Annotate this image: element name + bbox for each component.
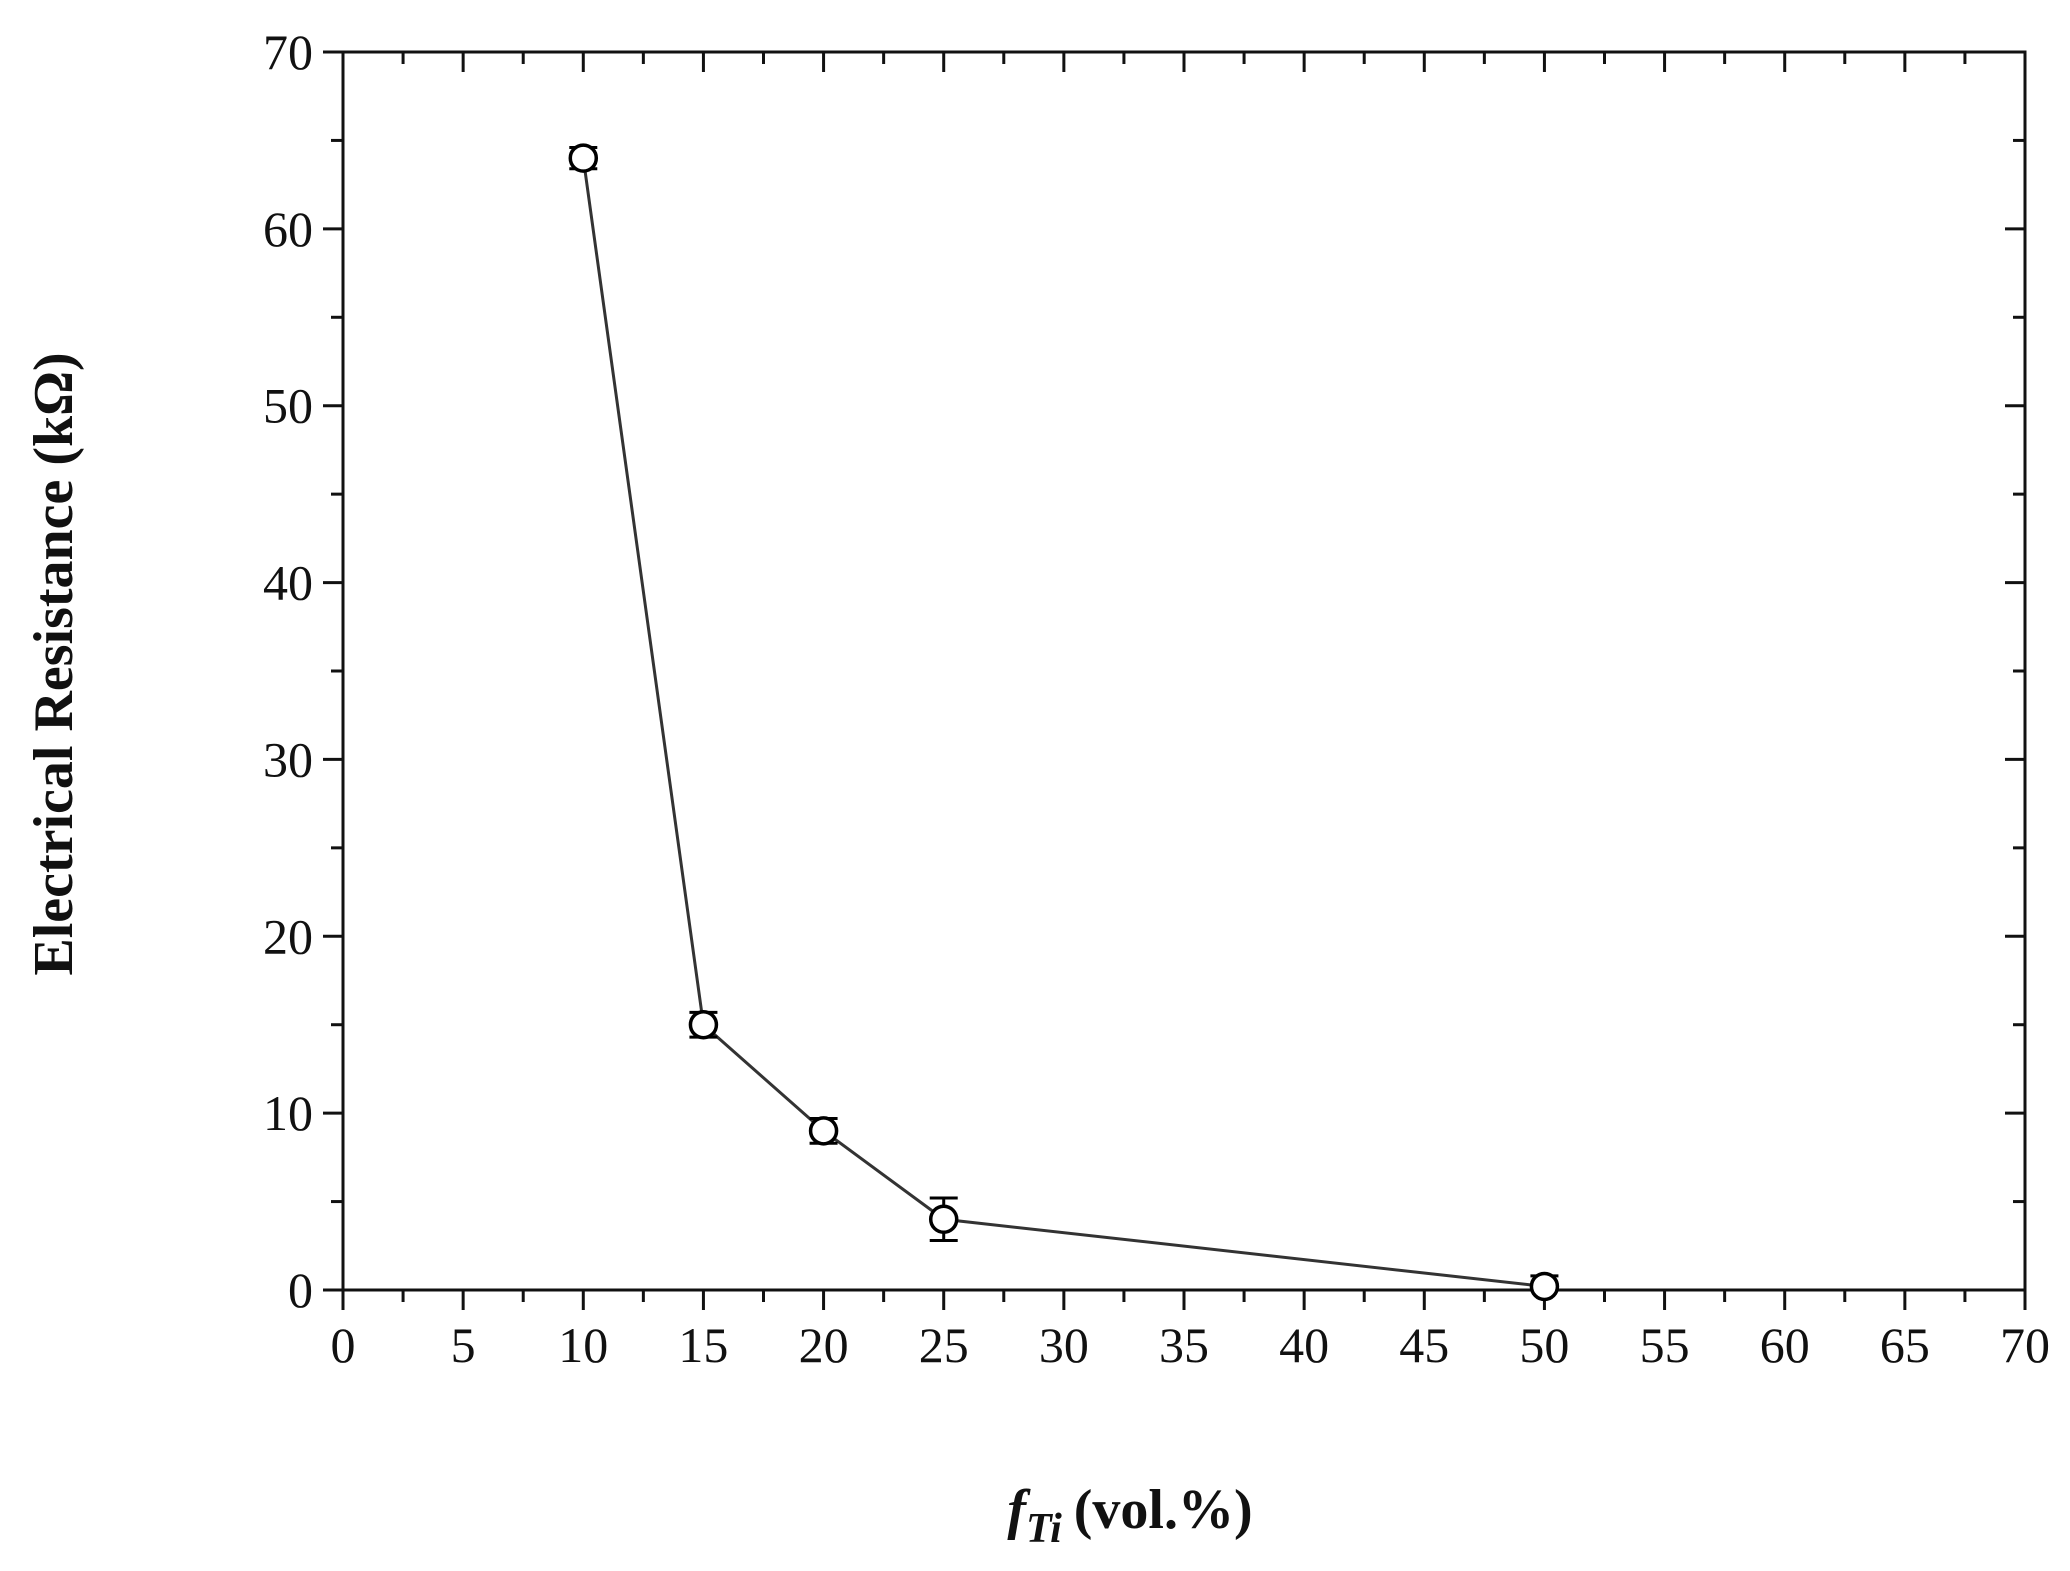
- data-point: [928, 1204, 959, 1235]
- x-tick-label: 25: [919, 1317, 969, 1373]
- y-tick-label: 30: [263, 731, 313, 787]
- y-axis-tick-labels: 0 10 20 30 40 50 60 70: [263, 24, 313, 1318]
- x-tick-label: 20: [799, 1317, 849, 1373]
- x-tick-label: 70: [2000, 1317, 2050, 1373]
- x-tick-label: 10: [558, 1317, 608, 1373]
- x-tick-label: 35: [1159, 1317, 1209, 1373]
- x-tick-label: 50: [1519, 1317, 1569, 1373]
- y-tick-label: 20: [263, 908, 313, 964]
- x-tick-label: 60: [1760, 1317, 1810, 1373]
- data-series: [568, 143, 1560, 1302]
- data-point: [808, 1116, 839, 1146]
- data-point: [568, 143, 599, 173]
- x-axis-title: fTi (vol.%): [1007, 1479, 1252, 1552]
- series-line: [581, 157, 1545, 1288]
- y-tick-label: 10: [263, 1085, 313, 1141]
- y-tick-label: 50: [263, 378, 313, 434]
- x-tick-label: 55: [1640, 1317, 1690, 1373]
- x-axis-ticks: [341, 52, 2027, 1310]
- y-tick-label: 0: [288, 1262, 313, 1318]
- y-tick-label: 60: [263, 201, 313, 257]
- data-point: [1529, 1271, 1560, 1302]
- y-tick-label: 70: [263, 24, 313, 80]
- x-tick-label: 30: [1039, 1317, 1089, 1373]
- y-tick-label: 40: [263, 555, 313, 611]
- x-tick-label: 40: [1279, 1317, 1329, 1373]
- x-axis-subscript: Ti: [1026, 1506, 1062, 1552]
- x-tick-label: 5: [451, 1317, 476, 1373]
- y-axis-ticks: [323, 50, 2025, 1292]
- y-axis-title: Electrical Resistance (kΩ): [23, 352, 85, 975]
- data-point: [688, 1009, 719, 1040]
- x-tick-label: 0: [331, 1317, 356, 1373]
- x-axis-tick-labels: 0 5 10 15 20 25 30 35 40 45 50 55 60 65 70: [331, 1317, 2051, 1373]
- x-axis-unit: (vol.%): [1074, 1479, 1253, 1541]
- x-tick-label: 15: [678, 1317, 728, 1373]
- x-tick-label: 65: [1880, 1317, 1930, 1373]
- x-tick-label: 45: [1399, 1317, 1449, 1373]
